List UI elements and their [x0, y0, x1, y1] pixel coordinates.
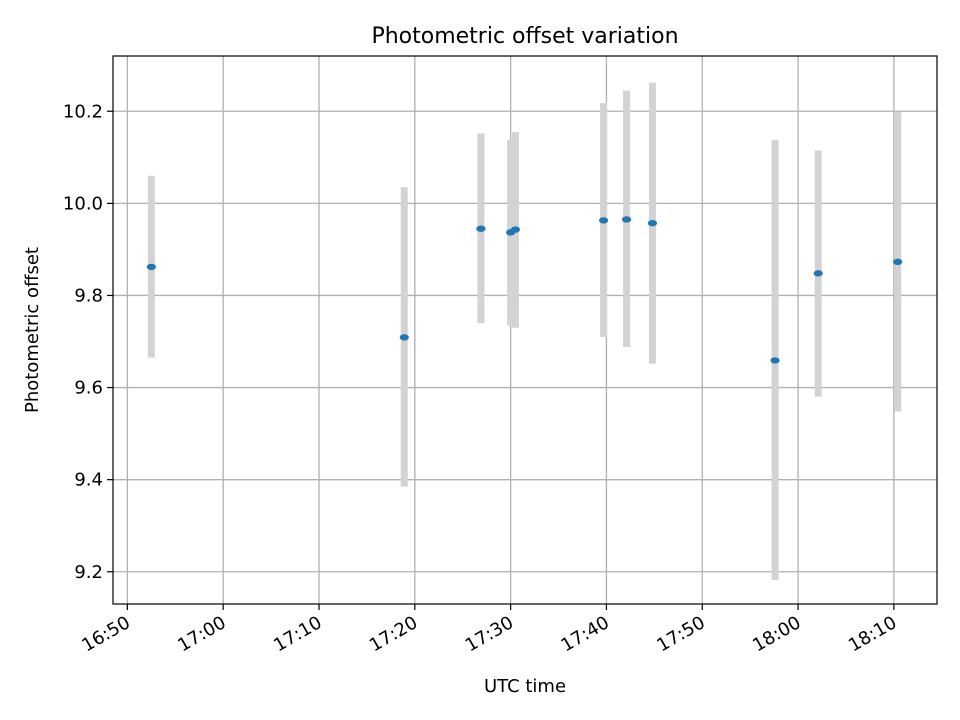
data-point	[399, 334, 409, 341]
data-point	[146, 263, 156, 271]
data-point	[813, 270, 823, 277]
y-tick-label: 10.0	[63, 193, 103, 214]
plot-frame	[112, 55, 938, 605]
y-tick-label: 10.2	[63, 101, 103, 122]
data-points	[146, 216, 903, 364]
y-tick-label: 9.8	[74, 285, 103, 306]
data-point	[476, 225, 486, 232]
y-tick-label: 9.6	[74, 378, 103, 399]
y-axis-label: Photometric offset	[22, 247, 43, 413]
y-tick-label: 9.4	[74, 470, 103, 491]
grid	[113, 56, 937, 604]
data-point	[647, 219, 658, 227]
y-axis: 9.2 9.4 9.6 9.8 10.0 10.2	[63, 101, 113, 583]
data-point	[893, 258, 903, 266]
chart-title: Photometric offset variation	[371, 24, 678, 49]
data-point	[598, 217, 609, 224]
data-point	[621, 216, 632, 223]
data-point	[510, 226, 521, 233]
plot-area	[113, 56, 937, 604]
y-tick-label: 9.2	[74, 562, 103, 583]
x-axis-label: UTC time	[484, 676, 566, 697]
data-point	[770, 357, 780, 364]
